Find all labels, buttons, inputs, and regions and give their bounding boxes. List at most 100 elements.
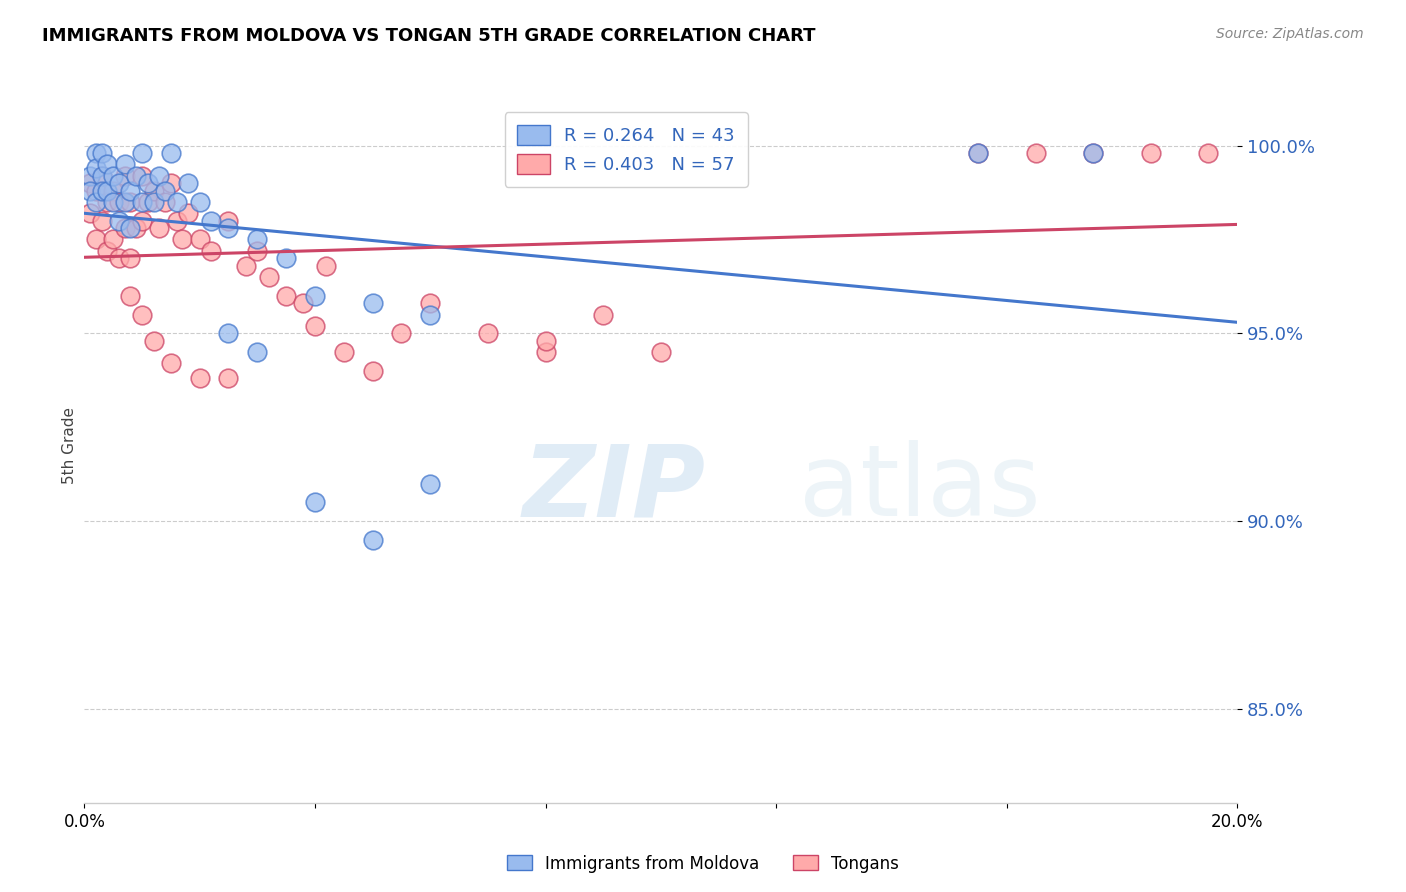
Point — [188, 194, 211, 209]
Point — [967, 146, 990, 161]
Point — [96, 244, 118, 258]
Point — [160, 176, 183, 190]
Point — [967, 146, 990, 161]
Point — [131, 194, 153, 209]
Y-axis label: 5th Grade: 5th Grade — [62, 408, 77, 484]
Point — [84, 232, 107, 246]
Point — [153, 184, 176, 198]
Point — [315, 259, 337, 273]
Point — [177, 206, 200, 220]
Point — [114, 169, 136, 183]
Point — [361, 364, 384, 378]
Point — [650, 345, 672, 359]
Point — [333, 345, 356, 359]
Point — [136, 194, 159, 209]
Point — [120, 194, 142, 209]
Point — [218, 213, 240, 227]
Point — [79, 176, 101, 190]
Text: atlas: atlas — [799, 441, 1040, 537]
Point — [534, 334, 557, 348]
Point — [90, 184, 112, 198]
Point — [96, 194, 118, 209]
Text: ZIP: ZIP — [523, 441, 706, 537]
Point — [246, 244, 269, 258]
Legend: Immigrants from Moldova, Tongans: Immigrants from Moldova, Tongans — [501, 848, 905, 880]
Legend: R = 0.264   N = 43, R = 0.403   N = 57: R = 0.264 N = 43, R = 0.403 N = 57 — [505, 112, 748, 186]
Point — [120, 289, 142, 303]
Point — [103, 184, 124, 198]
Point — [235, 259, 257, 273]
Point — [391, 326, 413, 341]
Point — [108, 194, 131, 209]
Point — [136, 176, 159, 190]
Point — [108, 176, 131, 190]
Point — [276, 289, 298, 303]
Point — [160, 146, 183, 161]
Point — [125, 221, 148, 235]
Point — [361, 533, 384, 547]
Point — [172, 232, 194, 246]
Point — [90, 146, 112, 161]
Point — [292, 296, 315, 310]
Point — [131, 146, 153, 161]
Point — [142, 334, 165, 348]
Point — [419, 476, 441, 491]
Point — [1025, 146, 1047, 161]
Point — [276, 251, 298, 265]
Point — [200, 244, 222, 258]
Point — [131, 169, 153, 183]
Point — [84, 161, 107, 175]
Point — [246, 345, 269, 359]
Point — [90, 169, 112, 183]
Point — [534, 345, 557, 359]
Point — [166, 213, 188, 227]
Point — [96, 184, 118, 198]
Point — [257, 270, 280, 285]
Point — [96, 157, 118, 171]
Point — [1083, 146, 1105, 161]
Point — [114, 157, 136, 171]
Point — [200, 213, 222, 227]
Point — [361, 296, 384, 310]
Point — [120, 184, 142, 198]
Point — [120, 221, 142, 235]
Point — [188, 371, 211, 385]
Point — [103, 194, 124, 209]
Point — [218, 326, 240, 341]
Point — [131, 213, 153, 227]
Point — [103, 232, 124, 246]
Point — [304, 289, 326, 303]
Point — [166, 194, 188, 209]
Point — [419, 308, 441, 322]
Point — [477, 326, 499, 341]
Point — [1198, 146, 1220, 161]
Text: IMMIGRANTS FROM MOLDOVA VS TONGAN 5TH GRADE CORRELATION CHART: IMMIGRANTS FROM MOLDOVA VS TONGAN 5TH GR… — [42, 27, 815, 45]
Point — [79, 169, 101, 183]
Point — [125, 169, 148, 183]
Point — [218, 221, 240, 235]
Point — [120, 251, 142, 265]
Point — [114, 221, 136, 235]
Point — [246, 232, 269, 246]
Point — [90, 213, 112, 227]
Point — [79, 206, 101, 220]
Point — [84, 146, 107, 161]
Point — [148, 169, 170, 183]
Point — [103, 169, 124, 183]
Point — [1083, 146, 1105, 161]
Point — [79, 184, 101, 198]
Point — [177, 176, 200, 190]
Point — [108, 251, 131, 265]
Point — [1140, 146, 1163, 161]
Text: Source: ZipAtlas.com: Source: ZipAtlas.com — [1216, 27, 1364, 41]
Point — [142, 194, 165, 209]
Point — [592, 308, 614, 322]
Point — [114, 194, 136, 209]
Point — [142, 184, 165, 198]
Point — [148, 221, 170, 235]
Point — [419, 296, 441, 310]
Point — [131, 308, 153, 322]
Point — [84, 194, 107, 209]
Point — [153, 194, 176, 209]
Point — [304, 318, 326, 333]
